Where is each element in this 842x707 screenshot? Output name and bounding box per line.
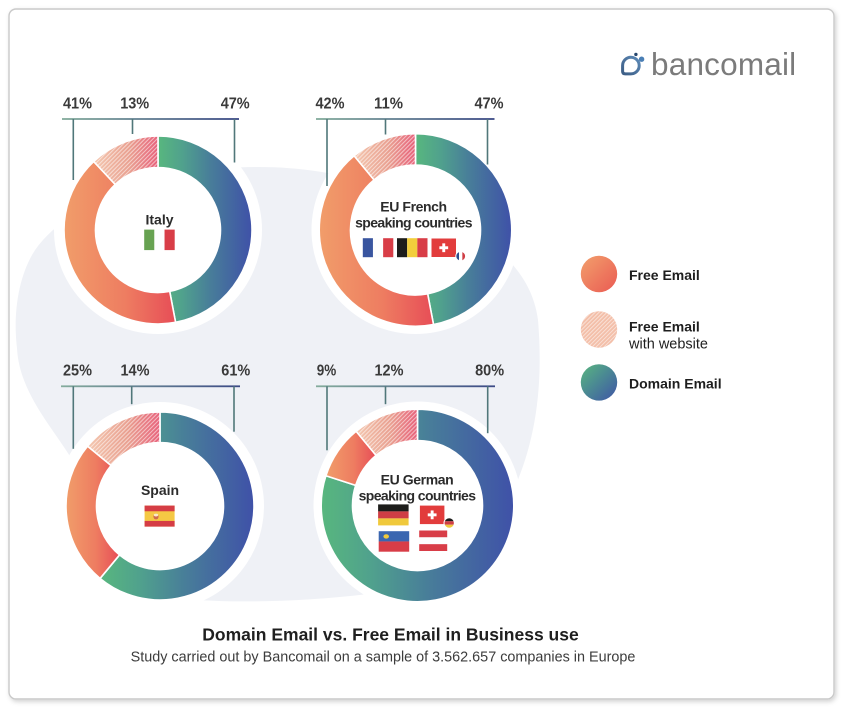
svg-text:47%: 47% [475, 96, 504, 113]
svg-text:9%: 9% [317, 363, 337, 380]
svg-text:Italy: Italy [145, 212, 173, 228]
svg-text:speaking countries: speaking countries [355, 215, 473, 231]
svg-text:47%: 47% [221, 96, 250, 113]
svg-text:41%: 41% [63, 96, 92, 113]
svg-text:42%: 42% [316, 96, 345, 113]
svg-text:13%: 13% [120, 96, 149, 113]
svg-text:speaking countries: speaking countries [359, 488, 477, 504]
svg-text:Spain: Spain [141, 482, 179, 498]
svg-text:61%: 61% [221, 363, 250, 380]
svg-text:14%: 14% [121, 363, 150, 380]
svg-text:EU German: EU German [381, 472, 454, 488]
svg-text:with website: with website [628, 337, 708, 353]
svg-text:Free Email: Free Email [629, 267, 700, 283]
svg-text:Domain Email vs. Free Email in: Domain Email vs. Free Email in Business … [202, 625, 579, 645]
svg-text:25%: 25% [63, 363, 92, 380]
svg-text:Domain Email: Domain Email [629, 376, 722, 392]
svg-text:12%: 12% [375, 363, 404, 380]
svg-text:Free Email: Free Email [629, 319, 700, 335]
svg-text:Study carried out by Bancomail: Study carried out by Bancomail on a samp… [131, 650, 636, 666]
svg-text:bancomail: bancomail [651, 46, 796, 82]
svg-text:EU French: EU French [380, 199, 446, 215]
svg-text:80%: 80% [475, 363, 504, 380]
svg-text:11%: 11% [374, 96, 403, 113]
